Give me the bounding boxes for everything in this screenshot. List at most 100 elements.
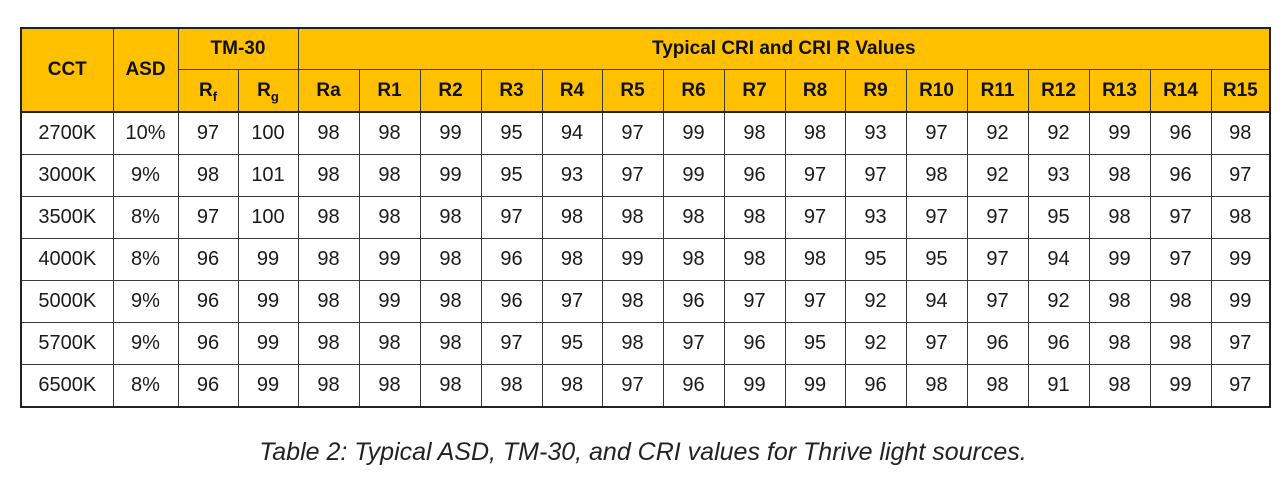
table-cell: 91: [1027, 364, 1090, 408]
header-r5: R5: [601, 69, 664, 113]
table-cell: 95: [1027, 196, 1090, 239]
table-cell: 92: [1027, 111, 1090, 155]
table-cell: 98: [541, 238, 603, 281]
table-cell: 99: [1088, 111, 1151, 155]
header-cri-group: Typical CRI and CRI R Values: [297, 27, 1271, 70]
table-cell: 97: [601, 154, 664, 197]
table-cell: 97: [1149, 196, 1212, 239]
table-cell: 98: [297, 154, 360, 197]
table-cell: 98: [662, 196, 725, 239]
table-cell: 98: [480, 364, 543, 408]
table-cell: 100: [237, 111, 299, 155]
header-r11: R11: [966, 69, 1029, 113]
table-cell: 96: [844, 364, 907, 408]
header-r2: R2: [419, 69, 482, 113]
table-row: 2700K 10% 97 100 98 98 99 95 94 97 99 98 98 93 97 92 92 9…: [20, 111, 1271, 155]
table-row: 6500K 8% 96 99 98 98 98 98 98 97 96 99 99 96 98 98 91 98 9…: [20, 364, 1271, 408]
table-cell: 98: [784, 238, 846, 281]
table-cell: 98: [1149, 322, 1212, 365]
table-cell: 94: [541, 111, 603, 155]
table-cell: 97: [905, 322, 968, 365]
table-cell: 97: [844, 154, 907, 197]
table-cell: 98: [297, 111, 360, 155]
header-ra: Ra: [297, 69, 360, 113]
table-cell: 97: [1149, 238, 1212, 281]
table-cell: 5000K: [20, 280, 114, 323]
table-cell: 98: [358, 196, 421, 239]
table-cell: 97: [480, 196, 543, 239]
table-cell: 96: [966, 322, 1029, 365]
table-cell: 97: [177, 111, 239, 155]
table-cell: 98: [541, 364, 603, 408]
table-cell: 6500K: [20, 364, 114, 408]
table-row: 3500K 8% 97 100 98 98 98 97 98 98 98 98 97 93 97 97 95 98…: [20, 196, 1271, 239]
table-cell: 98: [723, 238, 786, 281]
table-cell: 97: [966, 238, 1029, 281]
table-cell: 97: [1210, 364, 1271, 408]
table-cell: 96: [662, 280, 725, 323]
table-cell: 98: [297, 364, 360, 408]
table-cell: 98: [297, 238, 360, 281]
table-cell: 92: [966, 111, 1029, 155]
table-cell: 99: [1149, 364, 1212, 408]
table-cell: 97: [966, 196, 1029, 239]
table-cell: 98: [905, 154, 968, 197]
table-cell: 97: [723, 280, 786, 323]
table-cell: 98: [1088, 280, 1151, 323]
table-cell: 101: [237, 154, 299, 197]
table-cell: 97: [601, 364, 664, 408]
header-asd: ASD: [112, 27, 179, 113]
header-r15: R15: [1210, 69, 1271, 113]
table-row: 5700K 9% 96 99 98 98 98 97 95 98 97 96 95 92 97 96 96 98 9…: [20, 322, 1271, 365]
table-cell: 98: [1088, 364, 1151, 408]
table-row: 4000K 8% 96 99 98 99 98 96 98 99 98 98 98 95 95 97 94 99 9…: [20, 238, 1271, 281]
table-cell: 99: [358, 238, 421, 281]
table-cell: 99: [237, 280, 299, 323]
table-cell: 8%: [112, 364, 179, 408]
table-cell: 98: [905, 364, 968, 408]
table-cell: 96: [723, 154, 786, 197]
table-cell: 99: [358, 280, 421, 323]
table-cell: 98: [419, 238, 482, 281]
table-cell: 92: [844, 322, 907, 365]
table-cell: 3500K: [20, 196, 114, 239]
header-cct: CCT: [20, 27, 114, 113]
table-cell: 93: [541, 154, 603, 197]
table-cell: 97: [480, 322, 543, 365]
table-cell: 8%: [112, 238, 179, 281]
table-cell: 98: [601, 196, 664, 239]
table-cell: 97: [1210, 322, 1271, 365]
table-cell: 98: [541, 196, 603, 239]
table-cell: 98: [419, 364, 482, 408]
table-cell: 99: [419, 154, 482, 197]
table-cell: 98: [297, 196, 360, 239]
table-cell: 99: [601, 238, 664, 281]
table-cell: 98: [966, 364, 1029, 408]
header-r4: R4: [541, 69, 603, 113]
table-cell: 96: [177, 238, 239, 281]
table-cell: 97: [177, 196, 239, 239]
table-cell: 10%: [112, 111, 179, 155]
table-cell: 96: [177, 364, 239, 408]
header-r14: R14: [1149, 69, 1212, 113]
table-cell: 98: [601, 322, 664, 365]
table-cell: 99: [1088, 238, 1151, 281]
table-cell: 96: [1149, 111, 1212, 155]
table-cell: 95: [541, 322, 603, 365]
header-rf: Rf: [177, 69, 239, 113]
table-cell: 97: [784, 154, 846, 197]
table-cell: 92: [966, 154, 1029, 197]
table-cell: 96: [480, 280, 543, 323]
table-cell: 99: [784, 364, 846, 408]
table-cell: 98: [1210, 111, 1271, 155]
table-cell: 98: [601, 280, 664, 323]
table-cell: 99: [1210, 238, 1271, 281]
table-cell: 99: [237, 364, 299, 408]
table-cell: 2700K: [20, 111, 114, 155]
table-cell: 3000K: [20, 154, 114, 197]
table-cell: 98: [297, 322, 360, 365]
header-r10: R10: [905, 69, 968, 113]
table-cell: 98: [1088, 322, 1151, 365]
header-r12: R12: [1027, 69, 1090, 113]
table-cell: 98: [358, 111, 421, 155]
